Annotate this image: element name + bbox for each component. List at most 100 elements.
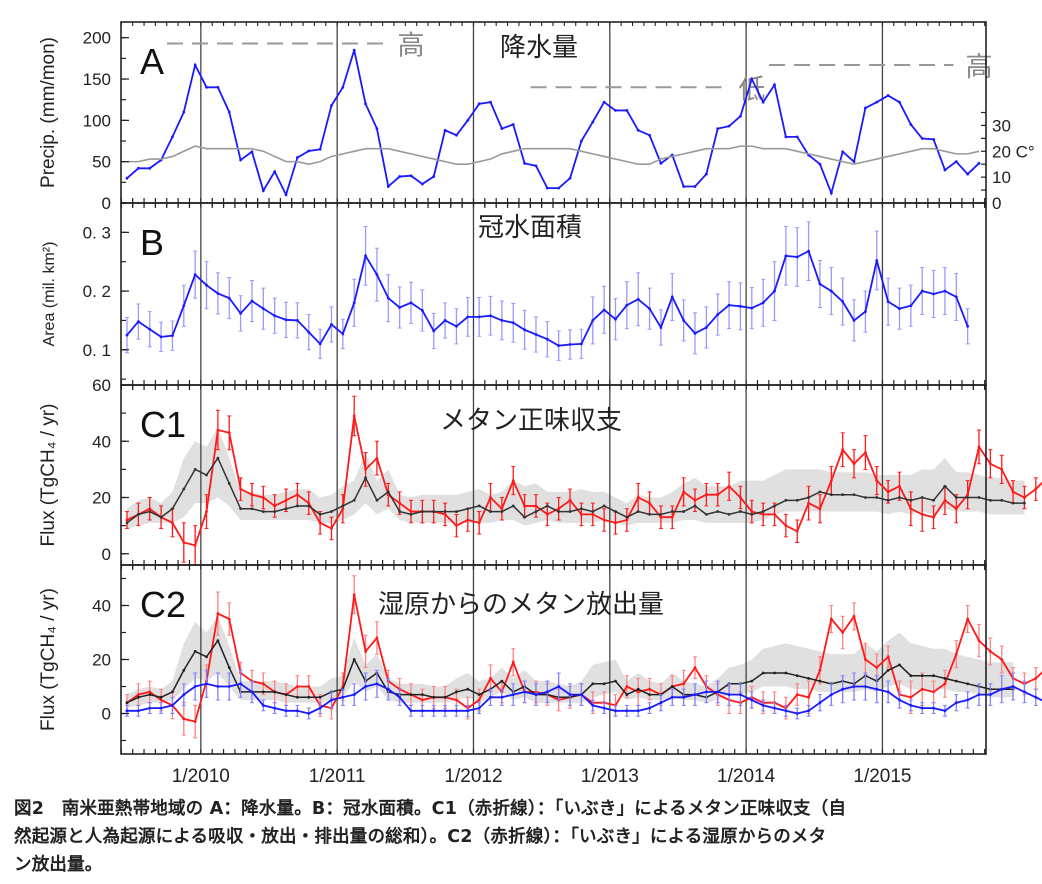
data-point <box>398 175 402 178</box>
data-point <box>182 668 186 672</box>
data-point <box>523 328 526 332</box>
data-point <box>739 693 742 696</box>
data-point <box>284 193 288 197</box>
data-point <box>284 498 288 502</box>
series-temperature <box>127 145 980 166</box>
data-point <box>477 315 481 319</box>
data-point <box>386 687 390 691</box>
data-point <box>466 315 470 319</box>
temperature-line <box>127 145 980 166</box>
data-point <box>330 527 333 530</box>
data-point <box>966 493 970 497</box>
threshold-label: 高 <box>398 30 425 61</box>
data-point <box>727 693 731 696</box>
data-point <box>261 510 265 513</box>
data-point <box>841 493 845 497</box>
data-point <box>398 695 402 699</box>
data-point <box>148 507 152 511</box>
series-ibuki-net-flux <box>125 395 1042 566</box>
data-point <box>136 512 140 516</box>
threshold-label: 高 <box>966 52 993 83</box>
data-point <box>875 259 879 262</box>
data-point <box>500 127 504 131</box>
data-point <box>727 484 731 488</box>
data-point <box>523 690 526 694</box>
data-point <box>580 693 583 696</box>
data-point <box>318 512 322 516</box>
data-point <box>693 693 697 696</box>
data-point <box>795 712 799 715</box>
data-point <box>773 289 776 293</box>
data-point <box>670 685 674 688</box>
data-point <box>273 170 277 173</box>
data-point <box>795 529 799 533</box>
data-point <box>602 308 606 312</box>
data-point <box>750 510 754 513</box>
data-point <box>489 510 492 513</box>
data-point <box>261 682 265 686</box>
data-point <box>534 693 538 696</box>
data-point <box>364 476 367 480</box>
data-point <box>296 685 299 688</box>
panel-label: B <box>140 222 164 263</box>
data-point <box>954 295 958 299</box>
caption-line-3: ン放出量。 <box>14 855 103 875</box>
data-point <box>909 704 913 707</box>
data-point <box>864 310 867 314</box>
panel-label: C1 <box>140 404 186 445</box>
data-point <box>636 496 640 499</box>
data-point <box>375 636 379 640</box>
data-point <box>352 301 356 305</box>
data-point <box>773 706 776 710</box>
data-point <box>670 695 674 699</box>
data-point <box>443 695 447 699</box>
data-point <box>148 327 152 331</box>
data-point <box>364 685 367 688</box>
data-point <box>875 496 879 499</box>
data-point <box>273 504 277 508</box>
data-point <box>1011 490 1015 494</box>
data-point <box>545 337 549 341</box>
data-point <box>932 674 935 678</box>
data-point <box>182 693 186 696</box>
data-point <box>807 501 810 505</box>
series-line <box>127 682 1042 715</box>
data-point <box>580 342 583 346</box>
data-point <box>591 120 595 124</box>
data-point <box>341 85 345 89</box>
data-point <box>602 518 606 522</box>
data-point <box>1023 496 1026 499</box>
panel-C1: 0 20 40 60 C1 メタン正味収支 Flux (TgCH₄ / yr) <box>38 376 1042 570</box>
data-point <box>159 515 163 519</box>
data-point <box>909 304 913 308</box>
data-point <box>1000 498 1004 502</box>
data-point <box>455 524 458 528</box>
data-point <box>920 687 924 691</box>
data-point <box>307 501 311 505</box>
data-point <box>943 289 947 293</box>
data-point <box>829 693 833 696</box>
data-point <box>602 682 606 686</box>
data-point <box>125 333 129 337</box>
data-point <box>920 706 924 710</box>
data-point <box>239 311 243 315</box>
data-point <box>988 462 992 466</box>
data-point <box>807 677 810 680</box>
data-point <box>818 162 822 166</box>
data-point <box>171 334 174 338</box>
data-point <box>500 507 504 511</box>
data-point <box>205 655 208 659</box>
data-point <box>864 658 867 661</box>
data-point <box>511 504 515 508</box>
data-point <box>136 320 140 323</box>
data-point <box>864 451 867 454</box>
data-point <box>330 104 333 107</box>
data-point <box>227 431 231 435</box>
data-point <box>886 668 890 672</box>
data-point <box>682 510 686 513</box>
data-point <box>1000 467 1004 471</box>
y-tick-label: 0 <box>102 705 111 724</box>
data-point <box>898 484 901 488</box>
data-point <box>761 704 765 707</box>
data-point <box>375 456 379 460</box>
